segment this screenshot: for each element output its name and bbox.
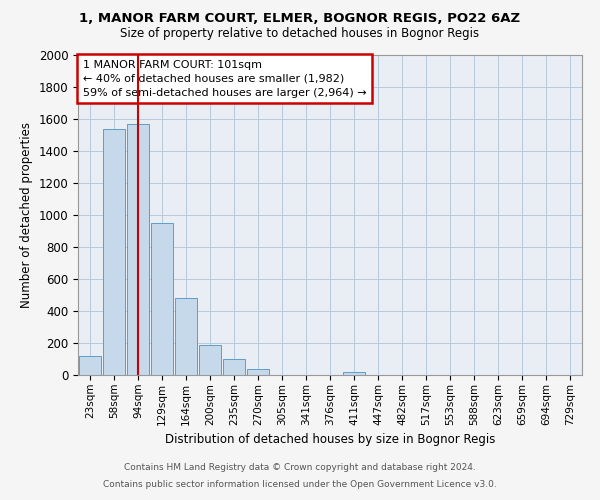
Bar xyxy=(151,223,173,375)
Bar xyxy=(79,356,101,375)
Text: Contains HM Land Registry data © Crown copyright and database right 2024.: Contains HM Land Registry data © Crown c… xyxy=(124,464,476,472)
Text: Size of property relative to detached houses in Bognor Regis: Size of property relative to detached ho… xyxy=(121,28,479,40)
Bar xyxy=(223,359,245,375)
Bar xyxy=(343,372,365,375)
Bar xyxy=(103,128,125,375)
Text: 1, MANOR FARM COURT, ELMER, BOGNOR REGIS, PO22 6AZ: 1, MANOR FARM COURT, ELMER, BOGNOR REGIS… xyxy=(79,12,521,26)
X-axis label: Distribution of detached houses by size in Bognor Regis: Distribution of detached houses by size … xyxy=(165,433,495,446)
Bar xyxy=(199,344,221,375)
Bar xyxy=(175,298,197,375)
Bar xyxy=(127,124,149,375)
Y-axis label: Number of detached properties: Number of detached properties xyxy=(20,122,33,308)
Text: 1 MANOR FARM COURT: 101sqm
← 40% of detached houses are smaller (1,982)
59% of s: 1 MANOR FARM COURT: 101sqm ← 40% of deta… xyxy=(83,60,367,98)
Bar xyxy=(247,368,269,375)
Text: Contains public sector information licensed under the Open Government Licence v3: Contains public sector information licen… xyxy=(103,480,497,489)
